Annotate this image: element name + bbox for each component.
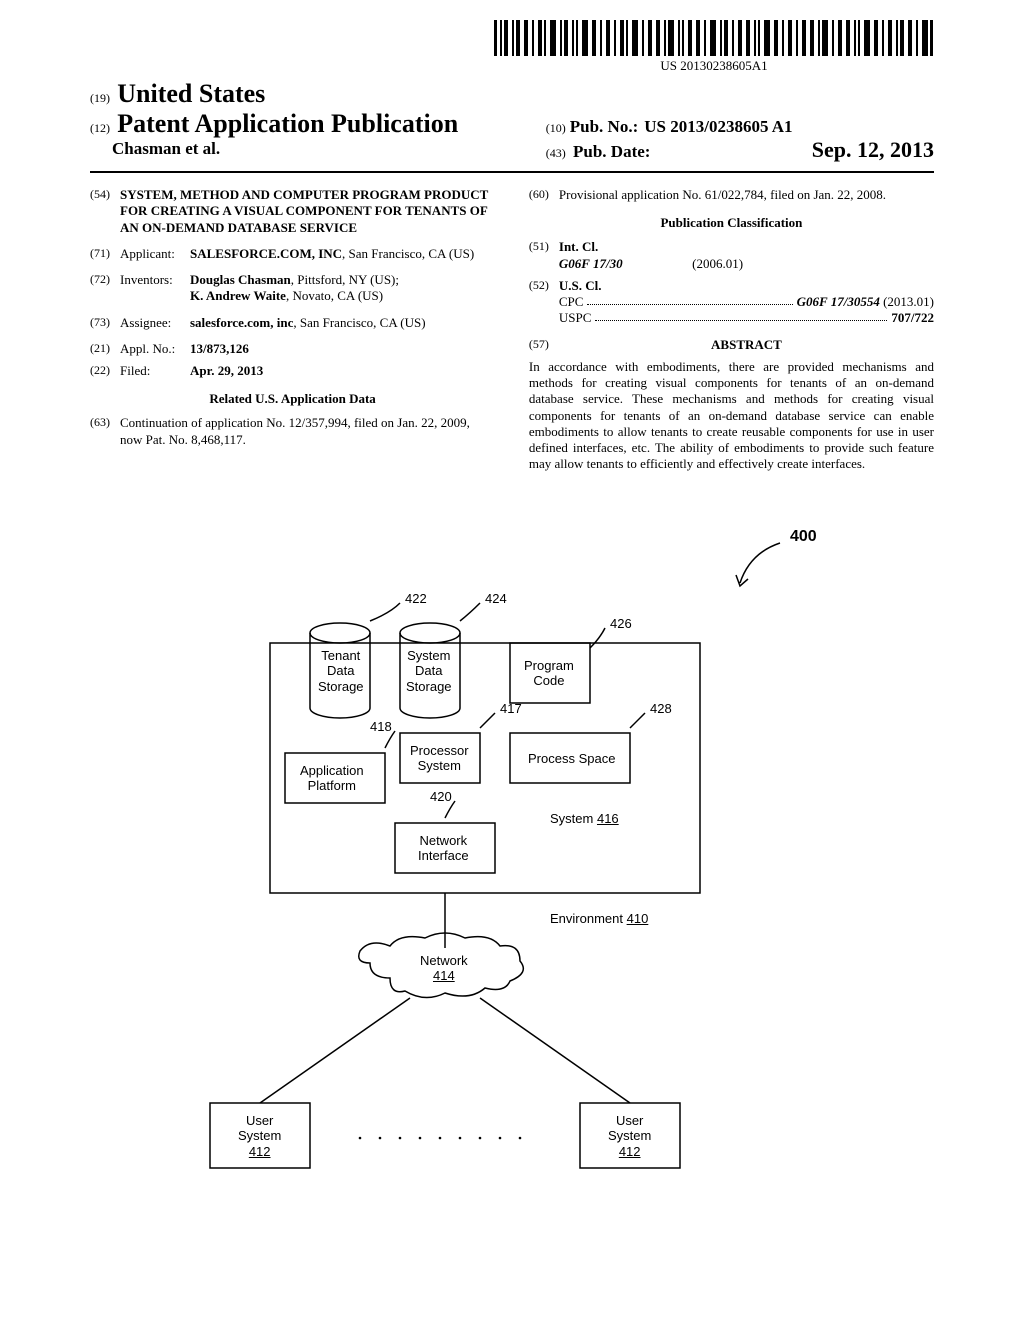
applicant-location: , San Francisco, CA (US) (342, 246, 474, 261)
us-cl-label: U.S. Cl. (559, 278, 602, 293)
uspc-value: 707/722 (891, 310, 934, 326)
field-57: (57) ABSTRACT (529, 337, 934, 353)
bibliographic-columns: (54) SYSTEM, METHOD AND COMPUTER PROGRAM… (90, 187, 934, 473)
field-63: (63) Continuation of application No. 12/… (90, 415, 495, 448)
abstract-text: In accordance with embodiments, there ar… (529, 359, 934, 473)
abstract-heading: ABSTRACT (711, 337, 782, 352)
inventor-1-name: Douglas Chasman (190, 272, 291, 287)
field-72: (72) Inventors: Douglas Chasman, Pittsfo… (90, 272, 495, 305)
cpc-value: G06F 17/30554 (797, 294, 880, 309)
assignee-location: , San Francisco, CA (US) (293, 315, 425, 330)
figure-400: 400 422 424 426 417 428 418 420 Tenant D… (90, 503, 934, 1203)
barcode-region: US 20130238605A1 (90, 20, 934, 74)
header-block: (19) United States (12) Patent Applicati… (90, 79, 934, 173)
pub-date-value: Sep. 12, 2013 (812, 137, 934, 163)
barcode-number: US 20130238605A1 (494, 58, 934, 74)
uspc-label: USPC (559, 310, 592, 326)
inventor-2-name: K. Andrew Waite (190, 288, 286, 303)
field-51: (51) Int. Cl. G06F 17/30 (2006.01) (529, 239, 934, 272)
pub-class-heading: Publication Classification (529, 215, 934, 231)
assignee-name: salesforce.com, inc (190, 315, 293, 330)
pub-no-value: US 2013/0238605 A1 (644, 117, 792, 137)
fig-400-label: 400 (790, 528, 817, 546)
field-code-43: (43) (546, 146, 566, 160)
field-code-19: (19) (90, 91, 110, 105)
int-cl-label: Int. Cl. (559, 239, 598, 254)
field-code-10: (10) (546, 121, 566, 136)
barcode-svg (494, 20, 934, 56)
filed-value: Apr. 29, 2013 (190, 363, 263, 378)
field-22: (22) Filed: Apr. 29, 2013 (90, 363, 495, 379)
pub-no-label: Pub. No.: (570, 117, 638, 137)
int-cl-value: G06F 17/30 (559, 256, 623, 271)
applicant-name: SALESFORCE.COM, INC (190, 246, 342, 261)
inventor-1-location: , Pittsford, NY (US); (291, 272, 399, 287)
field-code-12: (12) (90, 121, 110, 135)
pub-date-label: Pub. Date: (573, 142, 650, 161)
int-cl-date: (2006.01) (692, 256, 743, 271)
authors: Chasman et al. (112, 139, 478, 159)
field-73: (73) Assignee: salesforce.com, inc, San … (90, 315, 495, 331)
field-60: (60) Provisional application No. 61/022,… (529, 187, 934, 203)
right-column: (60) Provisional application No. 61/022,… (529, 187, 934, 473)
doc-type: Patent Application Publication (117, 109, 458, 138)
inventor-2-location: , Novato, CA (US) (286, 288, 383, 303)
appl-no-value: 13/873,126 (190, 341, 249, 356)
left-column: (54) SYSTEM, METHOD AND COMPUTER PROGRAM… (90, 187, 495, 473)
field-21: (21) Appl. No.: 13/873,126 (90, 341, 495, 357)
related-heading: Related U.S. Application Data (90, 391, 495, 407)
country: United States (117, 79, 265, 108)
field-71: (71) Applicant: SALESFORCE.COM, INC, San… (90, 246, 495, 262)
cpc-label: CPC (559, 294, 584, 310)
cpc-date: (2013.01) (883, 294, 934, 309)
field-52: (52) U.S. Cl. CPC G06F 17/30554 (2013.01… (529, 278, 934, 327)
field-54: (54) SYSTEM, METHOD AND COMPUTER PROGRAM… (90, 187, 495, 236)
